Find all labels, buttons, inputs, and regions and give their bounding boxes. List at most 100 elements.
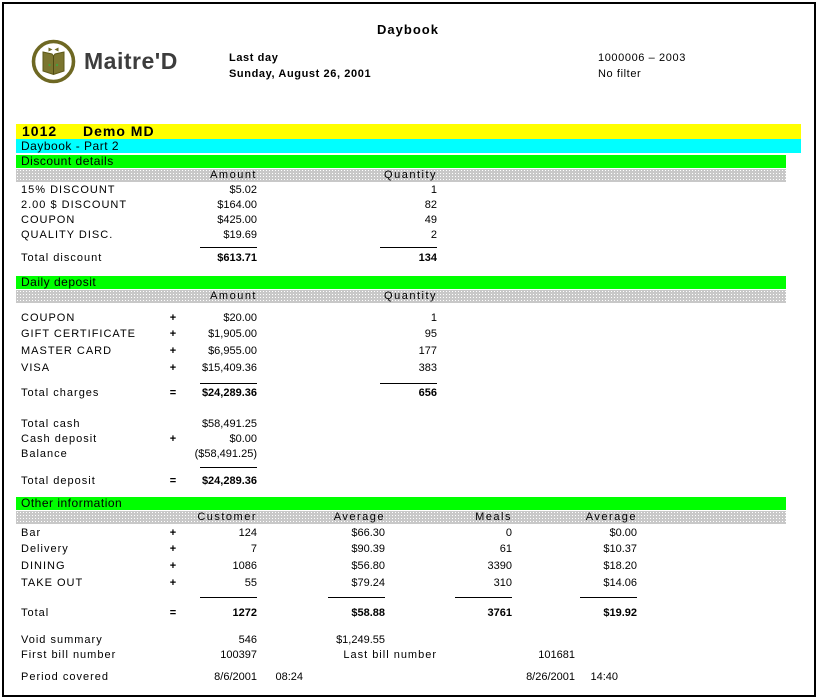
void-amount: $1,249.55 — [336, 634, 385, 646]
total-rule — [380, 383, 437, 384]
brand-name: Maitre'D — [84, 48, 178, 74]
quantity-value: 177 — [418, 345, 437, 357]
operator-sign: = — [169, 475, 177, 487]
customer-value: 1086 — [232, 560, 257, 572]
amount-value: $58,491.25 — [201, 418, 257, 430]
table-row: MASTER CARD + $6,955.00 177 — [16, 344, 786, 358]
column-header-meal-average: Average — [585, 511, 637, 523]
row-label: TAKE OUT — [21, 577, 84, 589]
row-label: Total cash — [21, 418, 81, 430]
period-start-date: 8/6/2001 — [214, 671, 257, 683]
column-header-row: Amount Quantity — [16, 290, 786, 303]
total-row: Total deposit = $24,289.36 — [16, 474, 786, 488]
total-rule — [200, 467, 257, 468]
section-title: Discount details — [21, 155, 114, 168]
last-bill-value: 101681 — [538, 649, 575, 661]
table-row: DINING + 1086 $56.80 3390 $18.20 — [16, 559, 786, 573]
meals-value: 3390 — [487, 560, 512, 572]
amount-value: $6,955.00 — [208, 345, 257, 357]
report-id: 1000006 – 2003 — [598, 52, 686, 64]
customer-value: 7 — [250, 543, 257, 555]
period-covered-label: Period covered — [21, 671, 109, 683]
total-customer: 1272 — [232, 607, 257, 619]
average-value: $90.39 — [351, 543, 385, 555]
quantity-value: 2 — [430, 229, 437, 241]
store-banner: 1012 Demo MD — [16, 124, 801, 139]
filter-status: No filter — [598, 68, 642, 80]
total-rule — [328, 597, 385, 598]
bill-numbers-row: First bill number 100397 Last bill numbe… — [16, 648, 786, 662]
row-label: MASTER CARD — [21, 345, 113, 357]
period-date: Sunday, August 26, 2001 — [229, 68, 372, 80]
period-end-date: 8/26/2001 — [526, 671, 575, 683]
row-label: Void summary — [21, 634, 103, 646]
column-header-quantity: Quantity — [384, 169, 437, 181]
amount-value: $20.00 — [223, 312, 257, 324]
amount-value: $1,905.00 — [208, 328, 257, 340]
table-row: COUPON $425.00 49 — [16, 213, 786, 227]
average-value: $79.24 — [351, 577, 385, 589]
total-rule — [580, 597, 637, 598]
table-row: 2.00 $ DISCOUNT $164.00 82 — [16, 198, 786, 212]
customer-value: 124 — [238, 527, 257, 539]
report-part-banner: Daybook - Part 2 — [16, 139, 801, 153]
total-rule — [380, 247, 437, 248]
period-covered-row: Period covered 8/6/2001 08:24 8/26/2001 … — [16, 670, 786, 684]
total-meals: 3761 — [487, 607, 512, 619]
table-row: 15% DISCOUNT $5.02 1 — [16, 183, 786, 197]
column-header-customer: Customer — [197, 511, 257, 523]
row-label: QUALITY DISC. — [21, 229, 114, 241]
maitred-logo — [30, 38, 77, 85]
row-label: GIFT CERTIFICATE — [21, 328, 137, 340]
table-row: VISA + $15,409.36 383 — [16, 361, 786, 375]
operator-sign: + — [169, 543, 177, 555]
total-quantity: 134 — [418, 252, 437, 264]
last-bill-label: Last bill number — [343, 649, 437, 661]
operator-sign: + — [169, 577, 177, 589]
open-book-icon — [31, 39, 76, 84]
quantity-value: 1 — [430, 312, 437, 324]
total-quantity: 656 — [418, 387, 437, 399]
row-label: Balance — [21, 448, 68, 460]
operator-sign: + — [169, 345, 177, 357]
total-rule — [200, 597, 257, 598]
meal-average-value: $18.20 — [603, 560, 637, 572]
operator-sign: + — [169, 527, 177, 539]
section-header-daily-deposit: Daily deposit — [16, 276, 786, 289]
row-label: VISA — [21, 362, 51, 374]
meals-value: 310 — [493, 577, 512, 589]
column-header-amount: Amount — [210, 169, 257, 181]
average-value: $56.80 — [351, 560, 385, 572]
quantity-value: 1 — [430, 184, 437, 196]
total-amount: $24,289.36 — [201, 387, 257, 399]
amount-value: $15,409.36 — [201, 362, 257, 374]
table-row: Cash deposit + $0.00 — [16, 432, 786, 446]
amount-value: $19.69 — [223, 229, 257, 241]
amount-value: ($58,491.25) — [194, 448, 257, 460]
table-row: Delivery + 7 $90.39 61 $10.37 — [16, 542, 786, 556]
first-bill-label: First bill number — [21, 649, 117, 661]
total-average: $58.88 — [351, 607, 385, 619]
store-id: 1012 — [22, 124, 58, 139]
section-title: Daily deposit — [21, 276, 97, 289]
operator-sign: + — [169, 328, 177, 340]
meals-value: 61 — [499, 543, 512, 555]
table-row: Total cash $58,491.25 — [16, 417, 786, 431]
quantity-value: 383 — [418, 362, 437, 374]
column-header-row: Customer Average Meals Average — [16, 511, 786, 524]
report-part-label: Daybook - Part 2 — [21, 139, 120, 153]
meal-average-value: $10.37 — [603, 543, 637, 555]
total-label: Total charges — [21, 387, 100, 399]
column-header-average: Average — [333, 511, 385, 523]
amount-value: $5.02 — [229, 184, 257, 196]
table-row: Balance ($58,491.25) — [16, 447, 786, 461]
row-label: COUPON — [21, 312, 76, 324]
section-header-discount-details: Discount details — [16, 155, 786, 168]
total-label: Total discount — [21, 252, 103, 264]
customer-value: 55 — [244, 577, 257, 589]
amount-value: $164.00 — [217, 199, 257, 211]
column-header-amount: Amount — [210, 290, 257, 302]
meal-average-value: $0.00 — [609, 527, 637, 539]
total-row: Total charges = $24,289.36 656 — [16, 386, 786, 400]
